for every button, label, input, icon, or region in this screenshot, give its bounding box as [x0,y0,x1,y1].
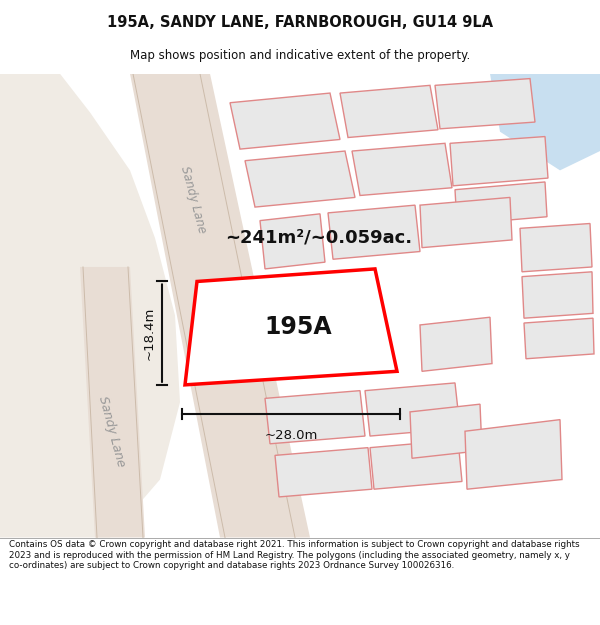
Polygon shape [490,74,600,171]
Text: 195A: 195A [265,314,332,339]
Polygon shape [522,272,593,318]
Polygon shape [130,74,310,538]
Polygon shape [420,318,492,371]
Polygon shape [275,448,372,497]
Polygon shape [80,267,145,538]
Polygon shape [410,404,482,458]
Polygon shape [435,79,535,129]
Text: Contains OS data © Crown copyright and database right 2021. This information is : Contains OS data © Crown copyright and d… [9,541,580,570]
Polygon shape [352,143,452,196]
Polygon shape [524,318,594,359]
Polygon shape [455,182,547,224]
Text: Sandy Lane: Sandy Lane [96,394,128,468]
Polygon shape [230,93,340,149]
Polygon shape [260,214,325,269]
Polygon shape [245,151,355,207]
Polygon shape [265,391,365,444]
Polygon shape [328,205,420,259]
Polygon shape [520,224,592,272]
Text: Map shows position and indicative extent of the property.: Map shows position and indicative extent… [130,49,470,62]
Polygon shape [420,198,512,248]
Text: Sandy Lane: Sandy Lane [178,164,208,234]
Polygon shape [0,74,180,538]
Polygon shape [365,383,460,436]
Polygon shape [340,86,438,138]
Text: ~241m²/~0.059ac.: ~241m²/~0.059ac. [225,229,412,247]
Polygon shape [370,440,462,489]
Text: ~18.4m: ~18.4m [143,306,156,360]
Polygon shape [450,136,548,186]
Polygon shape [465,419,562,489]
Text: ~28.0m: ~28.0m [265,429,317,442]
Text: 195A, SANDY LANE, FARNBOROUGH, GU14 9LA: 195A, SANDY LANE, FARNBOROUGH, GU14 9LA [107,14,493,29]
Polygon shape [185,269,397,385]
